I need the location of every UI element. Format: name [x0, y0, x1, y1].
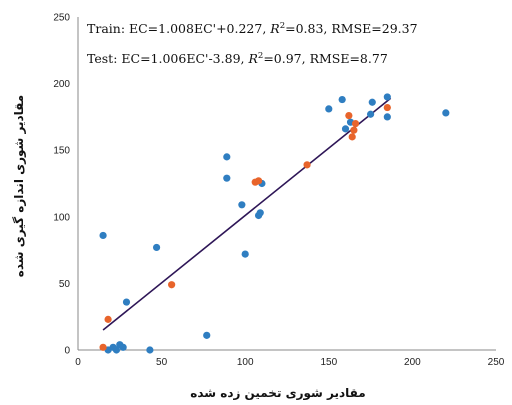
x-tick-label: 150 — [320, 357, 337, 368]
x-axis-ticks: 0 50 100 150 200 250 — [75, 357, 505, 368]
y-tick-label: 200 — [53, 79, 70, 90]
test-point — [348, 133, 356, 141]
train-point — [256, 209, 264, 217]
train-point — [99, 231, 107, 240]
x-tick-label: 250 — [488, 357, 505, 368]
train-point — [338, 95, 346, 104]
train-point — [112, 346, 121, 354]
train-point — [223, 174, 231, 182]
train-point — [442, 109, 450, 117]
test-point — [303, 161, 311, 169]
test-point — [99, 343, 107, 351]
test-point — [168, 281, 176, 289]
train-point — [383, 113, 391, 121]
train-point — [223, 153, 231, 161]
train-point — [383, 93, 391, 101]
train-point — [367, 110, 375, 118]
x-tick-label: 50 — [156, 357, 168, 368]
train-point — [152, 243, 161, 252]
train-point — [203, 331, 211, 339]
train-annotation: Train: EC=1.008EC'+0.227, R2=0.83, RMSE=… — [87, 21, 418, 36]
test-point — [350, 126, 358, 134]
trend-line — [102, 97, 392, 331]
train-point — [238, 201, 246, 209]
train-point — [325, 105, 333, 113]
train-point — [341, 125, 350, 133]
x-tick-label: 100 — [237, 357, 254, 368]
test-point — [254, 177, 263, 185]
test-annotation: Test: EC=1.006EC'-3.89, R2=0.97, RMSE=8.… — [87, 51, 388, 66]
x-tick-label: 200 — [404, 357, 421, 368]
x-axis-label: مقادیر شوری تخمین زده شده — [190, 386, 366, 401]
train-point — [122, 298, 131, 306]
train-point — [241, 250, 249, 258]
y-axis-label: مقادیر شوری اندازه گیری شده — [12, 95, 27, 277]
regression-line — [102, 97, 392, 331]
y-tick-label: 100 — [53, 212, 70, 223]
data-points — [99, 93, 450, 354]
train-point — [146, 346, 154, 354]
test-point — [383, 103, 391, 112]
y-axis-ticks: 0 50 100 150 200 250 — [53, 13, 70, 357]
y-tick-label: 0 — [64, 346, 70, 357]
test-point — [104, 315, 112, 323]
test-point — [351, 119, 360, 128]
train-point — [368, 98, 376, 106]
train-point — [119, 343, 127, 351]
x-tick-label: 0 — [75, 357, 81, 368]
y-tick-label: 50 — [59, 279, 71, 290]
y-tick-label: 150 — [53, 146, 70, 157]
test-point — [345, 111, 353, 120]
y-tick-label: 250 — [53, 13, 70, 24]
